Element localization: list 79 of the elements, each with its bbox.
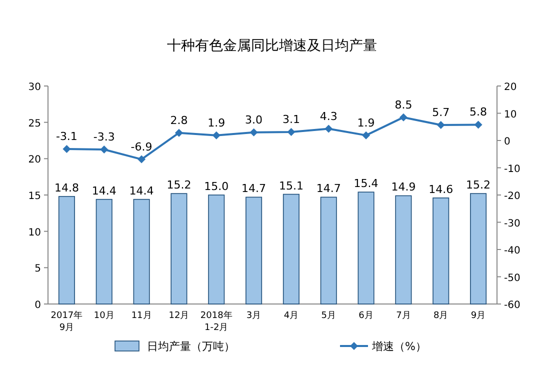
y-tick-label: 30 (28, 82, 41, 93)
data-label: 14.7 (316, 182, 341, 196)
data-label: 15.2 (466, 178, 491, 192)
data-label: 14.4 (129, 184, 154, 198)
x-tick-label: 10月 (94, 311, 114, 321)
x-tick-label: 5月 (321, 311, 336, 321)
data-label: 5.8 (470, 106, 488, 119)
y2-tick-label: 20 (504, 82, 517, 93)
data-label: -3.1 (56, 130, 78, 143)
x-tick-label: 2017年 9月 (50, 310, 83, 333)
y2-tick-label: -40 (504, 246, 520, 256)
y2-tick-label: -20 (504, 191, 520, 202)
data-label: 14.6 (428, 182, 454, 196)
data-label: 14.7 (242, 182, 266, 196)
y2-tick-label: -60 (504, 300, 520, 311)
data-label: 3.1 (282, 113, 300, 126)
data-label: 14.9 (391, 180, 416, 194)
point (174, 128, 183, 137)
y-tick-label: 0 (34, 300, 41, 311)
title: 十种有色金属同比增速及日均产量 (167, 38, 377, 54)
bar (282, 194, 300, 304)
data-label: -6.9 (130, 140, 152, 154)
y-tick-label: 15 (28, 191, 41, 202)
point (250, 128, 258, 136)
point (362, 131, 370, 140)
bar (320, 196, 337, 304)
y2-tick-label: 10 (504, 109, 517, 120)
x-tick-label: 4月 (284, 311, 299, 321)
data-label: 14.4 (92, 184, 116, 198)
bar (358, 192, 374, 304)
bar (208, 194, 225, 304)
point (324, 124, 333, 133)
x-tick-label: 8月 (434, 311, 448, 321)
data-label: 15.0 (204, 180, 229, 193)
x-tick-label: 11月 (131, 311, 152, 321)
bar (58, 196, 75, 304)
data-label: 15.2 (166, 178, 192, 192)
point (100, 145, 108, 154)
x-tick-label: 12月 (168, 311, 190, 321)
data-label: 4.3 (320, 110, 338, 123)
data-label: 2.8 (170, 114, 188, 127)
bar (170, 193, 188, 304)
y2-tick-label: -10 (504, 164, 520, 175)
data-label: 15.4 (354, 177, 378, 190)
data-label: 1.9 (357, 116, 375, 130)
y2-tick-label: -50 (504, 272, 520, 284)
y-tick-label: 25 (28, 118, 41, 130)
bar (470, 193, 487, 304)
bar (432, 198, 450, 304)
bar (395, 195, 412, 304)
point (212, 131, 220, 140)
data-label: 3.0 (245, 113, 263, 126)
point (474, 120, 482, 129)
x-tick-label: 3月 (246, 311, 262, 321)
point (436, 120, 445, 129)
y-tick-label: 20 (28, 154, 41, 166)
point (62, 144, 71, 153)
x-tick-label: 9月 (470, 311, 486, 321)
point (287, 128, 296, 136)
bar (96, 198, 112, 304)
data-label: 15.1 (278, 179, 304, 192)
data-label: 14.8 (54, 181, 79, 194)
legend-label: 增速（%） (371, 340, 426, 353)
y-tick-label: 5 (34, 264, 41, 275)
x-tick-label: 6月 (358, 311, 374, 321)
point (138, 155, 146, 164)
data-label: 1.9 (208, 116, 226, 130)
y-tick-label: 10 (28, 227, 41, 238)
x-tick-label: 7月 (396, 311, 411, 321)
y2-tick-label: 0 (504, 136, 510, 148)
legend-label: 日均产量（万吨） (147, 340, 235, 353)
y2-tick-label: -30 (504, 218, 520, 230)
data-label: 5.7 (432, 106, 450, 119)
data-label: 8.5 (394, 98, 412, 112)
bar (246, 196, 262, 304)
x-tick-label: 2018年 1-2月 (200, 310, 232, 333)
data-label: -3.3 (93, 130, 115, 144)
bar (133, 198, 150, 304)
point (399, 113, 408, 122)
